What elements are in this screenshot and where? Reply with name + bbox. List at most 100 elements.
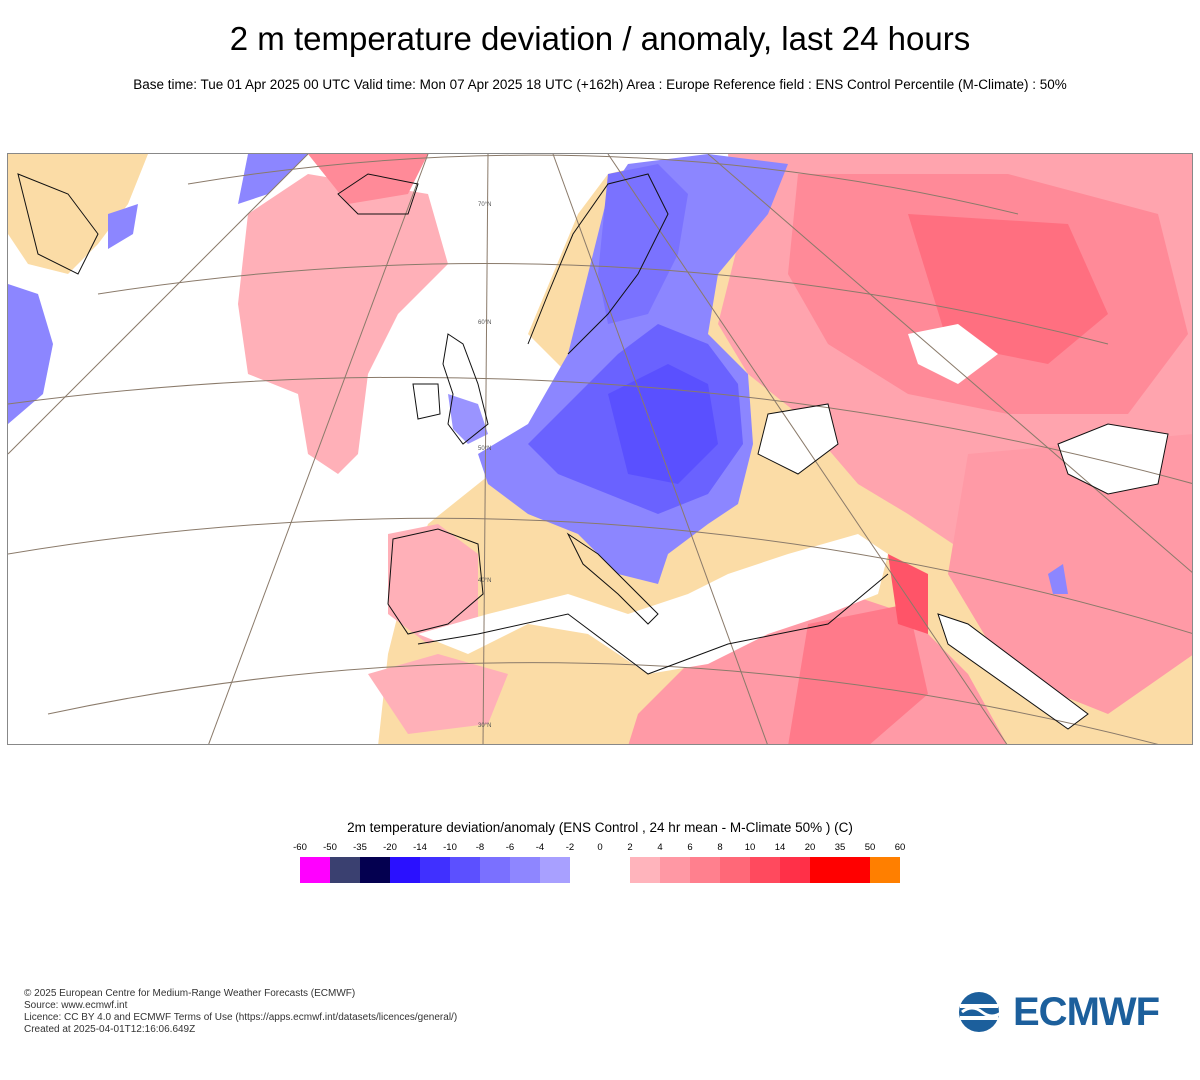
graticule-lat-60	[97, 263, 1109, 345]
legend-swatch	[750, 857, 780, 883]
legend-swatch	[330, 857, 360, 883]
legend-swatch	[600, 857, 630, 883]
coast-greenland	[17, 173, 99, 275]
legend-tick-label: -4	[535, 842, 545, 853]
legend-tick-label: 8	[717, 842, 723, 853]
legend-tick-label: -35	[353, 842, 367, 853]
warm-anomaly-morocco	[368, 654, 508, 734]
legend-tick-label: -10	[443, 842, 457, 853]
graticule-lon-6	[707, 154, 1192, 573]
coast-ireland	[412, 383, 441, 420]
warm-anomaly-levant	[888, 554, 928, 634]
legend-tick-label: 35	[834, 842, 846, 853]
ecmwf-logo-text: ECMWF	[1013, 990, 1160, 1034]
legend-swatch	[870, 857, 900, 883]
legend-tick-label: -60	[293, 842, 307, 853]
footer-source: Source: www.ecmwf.int	[24, 1000, 128, 1011]
warm-anomaly-caucasus	[948, 434, 1192, 714]
legend-swatch	[480, 857, 510, 883]
ecmwf-logo-icon	[959, 992, 1003, 1032]
coast-italy	[566, 532, 659, 625]
coastlines	[17, 173, 1169, 730]
mediterranean-sea	[418, 534, 888, 674]
coast-scandinavia	[527, 173, 669, 355]
legend-tick-label: 60	[894, 842, 906, 853]
chart-subtitle: Base time: Tue 01 Apr 2025 00 UTC Valid …	[133, 77, 1067, 92]
warm-anomaly-atlantic	[238, 174, 448, 474]
coast-iberia	[387, 528, 484, 635]
legend-swatch	[510, 857, 540, 883]
coast-red-sea	[937, 613, 1089, 730]
legend-swatch	[390, 857, 420, 883]
coast-black-sea	[757, 403, 839, 475]
legend-tick-label: -6	[505, 842, 515, 853]
legend-swatch	[780, 857, 810, 883]
cold-anomaly-labrador	[108, 204, 138, 249]
cold-anomaly-scandinavia	[598, 164, 688, 324]
cold-anomaly-iran	[1048, 564, 1068, 594]
black-sea	[758, 404, 838, 474]
footer-credits: © 2025 European Centre for Medium-Range …	[24, 988, 457, 1036]
white-sea	[908, 324, 998, 384]
red-sea	[938, 614, 1088, 729]
legend-tick-label: 4	[657, 842, 663, 853]
legend-title: 2m temperature deviation/anomaly (ENS Co…	[347, 820, 853, 835]
footer-copyright: © 2025 European Centre for Medium-Range …	[24, 988, 356, 999]
cold-anomaly-deep-core	[608, 364, 718, 484]
legend-swatch	[630, 857, 660, 883]
graticule-lat-40	[8, 517, 1192, 634]
legend-swatch	[360, 857, 390, 883]
legend-tick-label: 10	[744, 842, 756, 853]
lat-label-30: 30°N	[478, 723, 491, 729]
legend-tick-label: -14	[413, 842, 427, 853]
map-canvas: 70°N 60°N 50°N 40°N 30°N	[8, 154, 1192, 744]
graticule	[8, 154, 1192, 744]
cold-anomaly-west-atlantic	[8, 284, 53, 424]
coast-iceland	[337, 173, 419, 215]
legend-tick-label: 0	[597, 842, 603, 853]
anomaly-map: 70°N 60°N 50°N 40°N 30°N	[7, 153, 1193, 745]
legend-tick-label: -8	[475, 842, 485, 853]
chart-title: 2 m temperature deviation / anomaly, las…	[229, 20, 971, 57]
graticule-lon-5	[8, 154, 309, 455]
graticule-lat-70	[187, 154, 1019, 215]
legend-swatch	[690, 857, 720, 883]
graticule-lon-2	[482, 154, 489, 744]
graticule-lat-50	[8, 376, 1192, 484]
legend-swatch	[570, 857, 600, 883]
cold-anomaly-russia-north	[238, 154, 308, 204]
legend-swatch	[450, 857, 480, 883]
legend-tick-label: 2	[627, 842, 633, 853]
caspian-sea	[1058, 424, 1168, 494]
legend-swatch	[720, 857, 750, 883]
footer-created: Created at 2025-04-01T12:16:06.649Z	[24, 1024, 196, 1035]
lat-label-70: 70°N	[478, 202, 491, 208]
legend-swatch	[420, 857, 450, 883]
legend-tick-label: -50	[323, 842, 337, 853]
warm-anomaly-iceland	[308, 154, 428, 204]
legend-tick-label: -2	[565, 842, 575, 853]
graticule-lon-3	[552, 154, 768, 744]
legend-tick-label: 50	[864, 842, 876, 853]
coast-uk	[442, 333, 489, 445]
footer-licence: Licence: CC BY 4.0 and ECMWF Terms of Us…	[24, 1012, 458, 1023]
warm-anomaly-libya	[788, 604, 928, 744]
legend-swatch	[660, 857, 690, 883]
graticule-lat-30	[47, 662, 1159, 744]
graticule-lon-4	[607, 154, 1008, 744]
lat-label-40: 40°N	[478, 578, 491, 584]
coast-north-africa	[417, 573, 889, 675]
lat-label-60: 60°N	[478, 320, 491, 326]
legend-tick-label: 6	[687, 842, 693, 853]
legend-swatch	[300, 857, 330, 883]
lat-label-50: 50°N	[478, 446, 491, 452]
legend-tick-label: -20	[383, 842, 397, 853]
legend-swatch	[540, 857, 570, 883]
legend-tick-label: 14	[774, 842, 786, 853]
legend-swatch	[810, 857, 840, 883]
legend-swatch	[840, 857, 870, 883]
legend-tick-label: 20	[804, 842, 816, 853]
graticule-lon-1	[208, 154, 429, 744]
warm-anomaly-iberia	[388, 524, 478, 644]
coast-caspian	[1057, 423, 1169, 495]
